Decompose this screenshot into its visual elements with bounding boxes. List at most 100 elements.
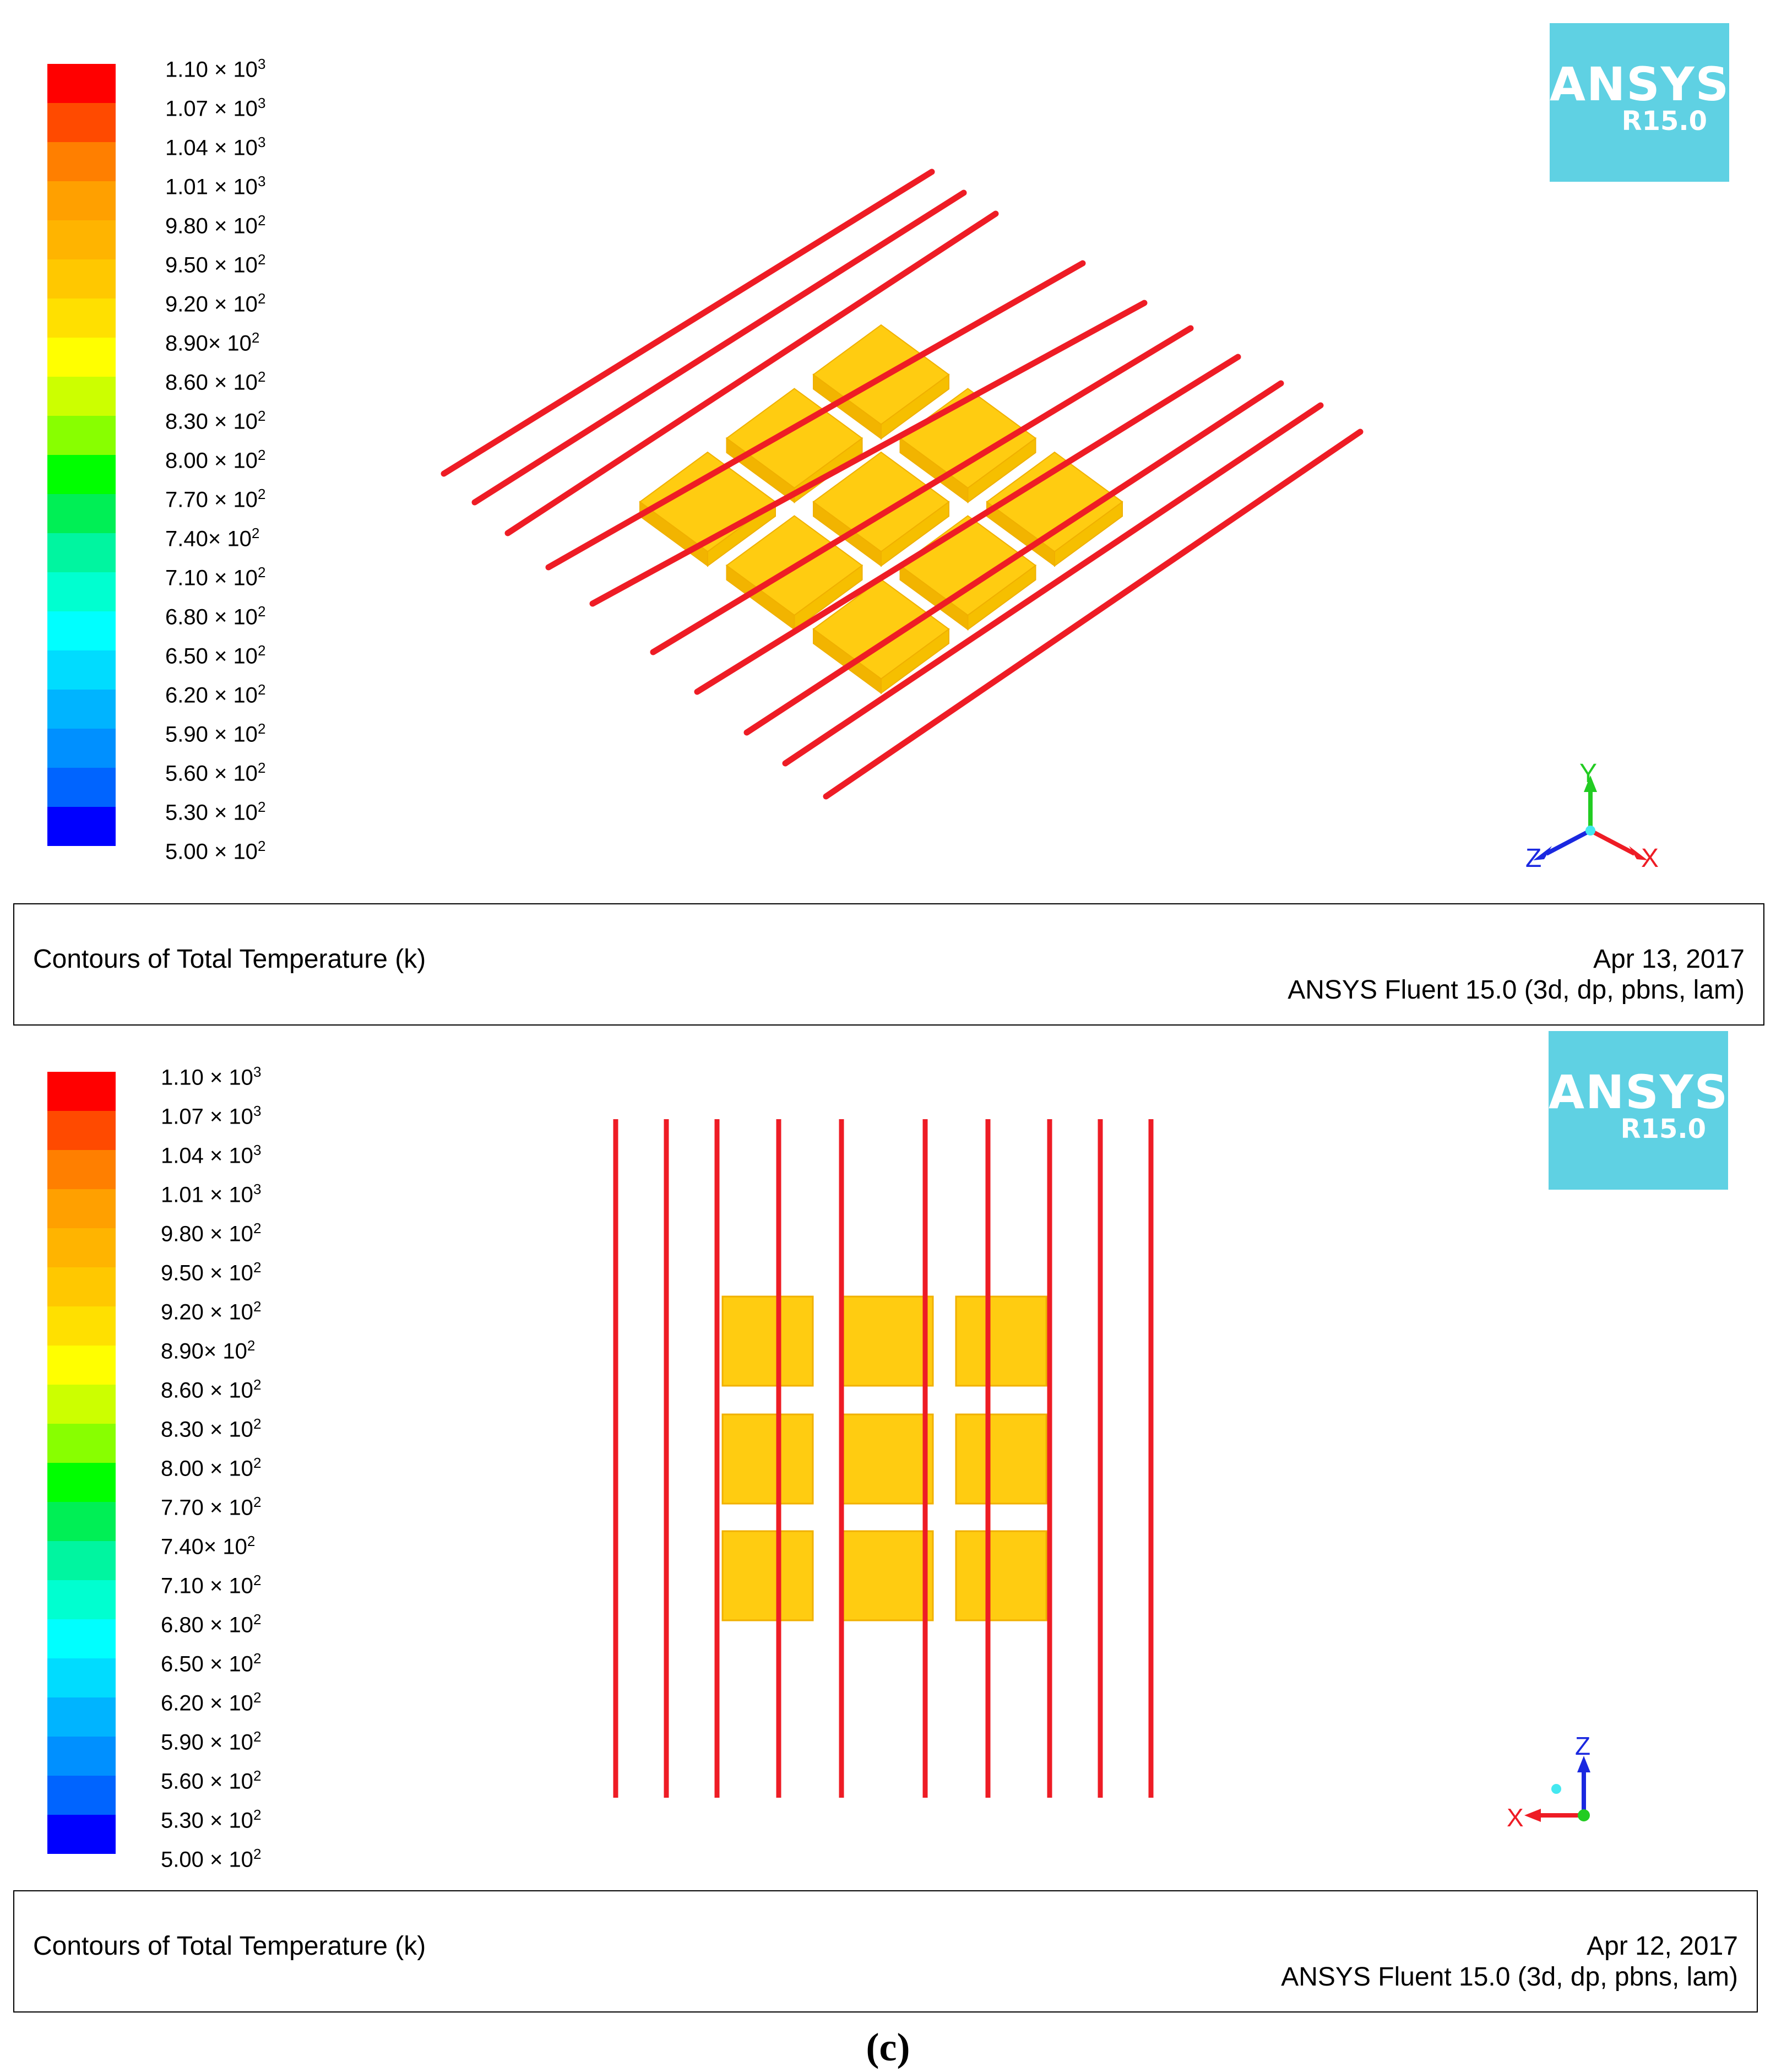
heat-block	[721, 1530, 814, 1621]
heat-block	[841, 1413, 934, 1505]
heating-wire	[504, 210, 999, 536]
heating-wires	[441, 169, 1364, 800]
heating-wire	[694, 354, 1241, 695]
legend-swatch	[47, 1424, 116, 1463]
legend-swatch	[47, 103, 116, 142]
legend-label: 7.10 × 102	[165, 564, 266, 590]
heat-blocks	[639, 324, 1123, 695]
heat-block	[955, 1295, 1047, 1387]
legend-label: 5.60 × 102	[161, 1767, 262, 1794]
legend-swatch	[47, 1619, 116, 1658]
heating-wire	[441, 169, 935, 477]
legend-label: 1.10 × 103	[161, 1064, 262, 1090]
plot-date: Apr 13, 2017	[1593, 945, 1745, 974]
legend-swatch	[47, 1697, 116, 1737]
heat-block	[841, 1295, 934, 1387]
legend-swatch	[47, 690, 116, 729]
heating-wire	[782, 402, 1324, 767]
heat-block	[986, 451, 1123, 552]
heat-block	[841, 1530, 934, 1621]
y-axis-arrowhead	[1584, 775, 1597, 792]
triad-label-left: X	[1507, 1803, 1524, 1832]
legend-swatch	[47, 1815, 116, 1854]
logo-version: R15.0	[1621, 106, 1707, 137]
x-axis-arrowhead	[1629, 846, 1648, 860]
colormap-legend	[47, 64, 116, 846]
legend-swatch	[47, 259, 116, 299]
legend-swatch	[47, 1228, 116, 1267]
legend-label: 9.50 × 102	[161, 1259, 262, 1285]
legend-label: 8.60 × 102	[161, 1376, 262, 1403]
heat-block	[955, 1530, 1047, 1621]
legend-swatch	[47, 729, 116, 768]
z-axis-arrow	[1545, 828, 1592, 856]
legend-label: 8.00 × 102	[161, 1455, 262, 1481]
legend-swatch	[47, 572, 116, 611]
legend-label: 8.30 × 102	[165, 408, 266, 434]
legend-swatch	[47, 611, 116, 650]
legend-swatch	[47, 1580, 116, 1619]
legend-label: 7.40× 102	[161, 1533, 256, 1559]
legend-swatch	[47, 455, 116, 494]
legend-swatch	[47, 1541, 116, 1580]
legend-swatch	[47, 338, 116, 377]
legend-label: 8.60 × 102	[165, 368, 266, 395]
legend-swatch	[47, 299, 116, 338]
legend-label: 6.50 × 102	[165, 642, 266, 669]
colormap-legend	[47, 1072, 116, 1854]
legend-swatch	[47, 142, 116, 181]
legend-swatch	[47, 1776, 116, 1815]
legend-swatch	[47, 1306, 116, 1346]
legend-label: 1.01 × 103	[161, 1181, 262, 1207]
heat-block	[721, 1295, 814, 1387]
triad-origin	[1585, 826, 1595, 836]
x-axis-arrow	[1589, 828, 1636, 856]
legend-swatch	[47, 377, 116, 416]
legend-label: 6.20 × 102	[165, 681, 266, 708]
caption-label: (c)	[866, 2025, 910, 2069]
legend-swatch	[47, 416, 116, 455]
legend-swatch	[47, 220, 116, 259]
legend-label: 8.90× 102	[161, 1337, 256, 1364]
legend-swatch	[47, 181, 116, 220]
heat-blocks	[721, 1295, 1047, 1621]
legend-label: 1.07 × 103	[161, 1103, 262, 1129]
plot-date: Apr 12, 2017	[1587, 1932, 1738, 1961]
legend-swatch	[47, 1737, 116, 1776]
legend-label: 6.50 × 102	[161, 1650, 262, 1677]
legend-label: 9.80 × 102	[165, 212, 266, 238]
legend-label: 5.00 × 102	[161, 1846, 262, 1872]
heating-wire	[545, 260, 1086, 571]
heating-wire	[589, 300, 1148, 607]
heating-wire	[743, 380, 1284, 736]
legend-label: 9.20 × 102	[161, 1298, 262, 1325]
legend-label: 7.70 × 102	[161, 1494, 262, 1520]
legend-swatch	[47, 650, 116, 690]
z-axis-arrowhead	[1577, 1756, 1590, 1772]
triad-label-up: Z	[1575, 1732, 1590, 1760]
legend-swatch	[47, 1346, 116, 1385]
top-view-scene: Z X	[613, 1119, 1590, 1832]
legend-label: 6.80 × 102	[161, 1611, 262, 1637]
legend-label: 1.04 × 103	[161, 1142, 262, 1168]
heat-block	[639, 451, 776, 552]
heating-wire	[471, 189, 967, 506]
axis-triad: Z X	[1507, 1732, 1590, 1832]
legend-swatch	[47, 533, 116, 572]
solver-version: ANSYS Fluent 15.0 (3d, dp, pbns, lam)	[1288, 975, 1745, 1005]
legend-swatch	[47, 1150, 116, 1189]
triad-label-right: X	[1641, 844, 1659, 873]
heating-wire	[650, 325, 1194, 655]
triad-label-up: Y	[1579, 759, 1597, 788]
triad-origin	[1578, 1809, 1590, 1821]
plot-title: Contours of Total Temperature (k)	[33, 1932, 426, 1961]
legend-swatch	[47, 1463, 116, 1502]
heating-wire	[823, 428, 1364, 800]
logo-name: ANSYS	[1550, 57, 1730, 111]
legend-label: 9.50 × 102	[165, 251, 266, 278]
ansys-logo: ANSYS R15.0	[1550, 23, 1729, 182]
legend-label: 1.10 × 103	[165, 56, 266, 82]
triad-label-left: Z	[1525, 844, 1541, 873]
legend-swatch	[47, 64, 116, 103]
axis-triad: Y X Z	[1525, 759, 1659, 873]
